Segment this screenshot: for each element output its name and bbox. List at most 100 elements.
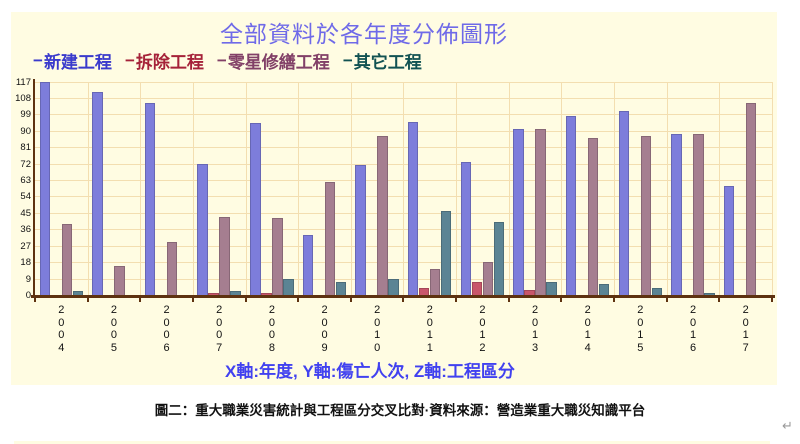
x-axis-tick [770,298,773,302]
y-axis-label: 117 [15,76,31,88]
x-axis-line [31,295,775,298]
bar-零星修繕工程-2004 [61,223,72,295]
x-axis-label-char: 1 [479,329,486,341]
bar-零星修繕工程-2011 [429,269,441,295]
bar-零星修繕工程-2013 [535,128,546,295]
x-axis-tick [718,298,721,302]
x-axis-label-char: 2 [163,304,170,316]
x-axis-label-char: 2 [268,304,275,316]
x-axis-label-char: 6 [689,341,697,354]
gridline-vertical [87,81,89,295]
gridline-vertical [456,81,458,295]
axis-note: X軸:年度, Y軸:傷亡人次, Z軸:工程區分 [225,362,515,381]
x-axis-label-char: 1 [374,329,381,341]
x-axis-label-char: 1 [742,329,749,341]
bar-新建工程-2008 [250,123,261,295]
x-axis-label-char: 0 [268,316,275,329]
x-axis-label-char: 7 [216,341,223,354]
bar-新建工程-2012 [460,161,472,295]
x-axis-label-char: 2 [216,304,223,316]
bar-其它工程-2014 [598,284,610,295]
gridline-vertical [298,81,300,295]
x-axis-tick [613,298,616,302]
bar-新建工程-2014 [565,116,577,295]
x-axis-label-char: 1 [689,329,697,341]
figure-caption: 圖二：重大職業災害統計與工程區分交叉比對·資料來源：營造業重大職災知識平台 [154,403,646,418]
chart-legend: − 新建工程 − 拆除工程 − 零星修繕工程 − 其它工程 [33,48,422,73]
x-axis-label-char: 0 [163,316,170,329]
legend-dash-icon: − [124,50,135,70]
x-axis-tick [297,298,300,302]
x-axis-label-char: 1 [637,329,644,341]
bar-其它工程-2007 [230,291,241,295]
x-axis-label-char: 2 [532,304,539,316]
bar-拆除工程-2007 [208,293,219,295]
gridline-vertical [140,81,142,295]
x-axis-label-char: 5 [110,341,118,354]
bar-新建工程-2011 [407,121,419,295]
chart-panel: 全部資料於各年度分佈圖形 − 新建工程 − 拆除工程 − 零星修繕工程 − 其它… [11,12,777,385]
x-axis-label-char: 1 [426,329,433,341]
x-axis-tick [402,298,405,302]
bar-拆除工程-2008 [261,293,272,295]
y-axis-label: 27 [20,240,31,252]
bar-其它工程-2009 [335,282,347,295]
x-axis-label-char: 3 [532,341,539,354]
bar-其它工程-2012 [493,222,505,295]
x-axis-label-char: 2 [58,304,65,316]
bar-零星修繕工程-2017 [745,103,757,295]
gridline-vertical [192,81,194,295]
x-axis-label-char: 2 [426,304,433,316]
x-axis-label-char: 1 [426,341,433,354]
x-axis-tick [349,298,352,302]
x-axis-label-char: 0 [321,329,328,341]
legend-label: 拆除工程 [135,53,204,72]
chart-title: 全部資料於各年度分佈圖形 [220,22,508,47]
x-axis-label-char: 1 [532,329,539,341]
legend-label: 其它工程 [353,53,422,72]
x-axis-label-char: 2 [584,304,591,316]
bar-新建工程-2015 [618,110,630,295]
x-axis-tick [86,298,89,302]
bar-零星修繕工程-2008 [272,218,283,295]
x-axis-tick [34,298,36,302]
bar-其它工程-2016 [704,293,715,295]
y-axis-label: 9 [25,273,31,285]
bar-零星修繕工程-2012 [482,262,494,295]
bar-新建工程-2016 [671,134,682,295]
bar-新建工程-2005 [92,92,103,295]
x-axis-label-char: 0 [584,316,591,329]
y-axis-label: 63 [20,175,31,187]
gridline-vertical [666,81,668,295]
x-axis-label-char: 0 [163,329,170,341]
bar-新建工程-2010 [355,165,366,295]
x-axis-label-char: 0 [479,316,486,329]
legend-dash-icon: − [33,50,43,70]
x-axis-label-char: 0 [110,316,118,329]
x-axis-label-char: 0 [742,316,749,329]
x-axis-label-char: 0 [637,316,644,329]
x-axis-label-char: 9 [321,341,328,354]
legend-item-repair: − 零星修繕工程 [217,48,330,73]
y-axis-label: 18 [20,257,31,269]
x-axis-label-char: 0 [58,329,65,341]
x-axis-label-char: 2 [479,341,486,354]
x-axis-tick [665,298,668,302]
y-axis-label: 45 [20,207,31,219]
bar-拆除工程-2012 [471,282,483,295]
gridline-vertical [350,81,352,295]
x-axis-label-char: 6 [163,341,170,354]
x-axis-label-char: 0 [216,316,223,329]
x-axis-tick [560,298,563,302]
bar-零星修繕工程-2014 [587,138,599,295]
